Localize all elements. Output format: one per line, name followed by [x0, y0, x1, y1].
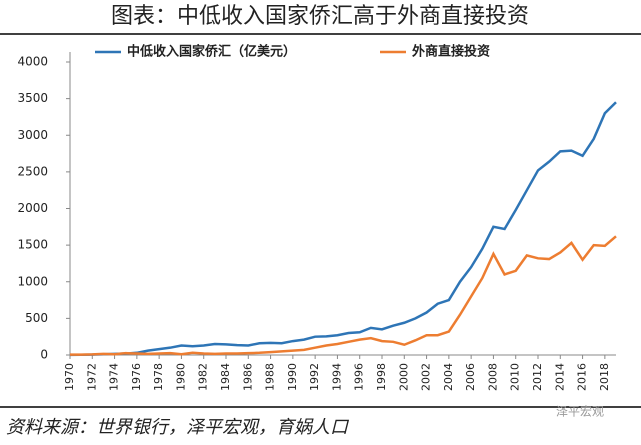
x-tick-label: 2018	[598, 363, 611, 391]
x-tick-label: 1978	[152, 363, 165, 391]
x-tick-label: 1984	[219, 363, 232, 391]
x-tick-label: 1988	[264, 363, 277, 391]
series-line	[69, 101, 617, 357]
x-tick-label: 1994	[330, 363, 343, 391]
x-tick-label: 2004	[442, 363, 455, 391]
x-tick-label: 2014	[553, 363, 566, 391]
y-tick-label: 3500	[17, 91, 48, 105]
x-tick-label: 2000	[397, 363, 410, 391]
x-tick-label: 1976	[130, 363, 143, 391]
x-tick-label: 1986	[241, 363, 254, 391]
y-tick-label: 2000	[17, 201, 48, 215]
x-tick-label: 2002	[420, 363, 433, 391]
x-tick-label: 2008	[486, 363, 499, 391]
x-tick-label: 2010	[509, 363, 522, 391]
x-tick-label: 2006	[464, 363, 477, 391]
chart-title: 图表：中低收入国家侨汇高于外商直接投资	[111, 4, 529, 29]
watermark: 泽平宏观	[556, 404, 604, 419]
legend-label: 中低收入国家侨汇（亿美元）	[127, 44, 296, 60]
x-tick-label: 1972	[85, 363, 98, 391]
x-tick-label: 1990	[286, 363, 299, 391]
y-tick-label: 500	[25, 311, 48, 325]
x-tick-label: 1982	[197, 363, 210, 391]
x-tick-label: 1996	[353, 363, 366, 391]
x-tick-label: 2016	[576, 363, 589, 391]
legend-label: 外商直接投资	[411, 44, 490, 60]
source: 资料来源：世界银行，泽平宏观，育娲人口	[6, 417, 350, 438]
y-tick-label: 3000	[17, 128, 48, 142]
x-tick-label: 1992	[308, 363, 321, 391]
x-tick-label: 1974	[108, 363, 121, 391]
y-tick-label: 2500	[17, 164, 48, 178]
y-tick-label: 4000	[17, 55, 48, 69]
x-tick-label: 2012	[531, 363, 544, 391]
x-tick-label: 1998	[375, 363, 388, 391]
y-tick-label: 0	[40, 348, 48, 362]
x-tick-label: 1970	[63, 363, 76, 391]
series-line	[70, 235, 617, 356]
y-tick-label: 1000	[17, 274, 48, 288]
y-tick-label: 1500	[17, 238, 48, 252]
x-tick-label: 1980	[174, 363, 187, 391]
